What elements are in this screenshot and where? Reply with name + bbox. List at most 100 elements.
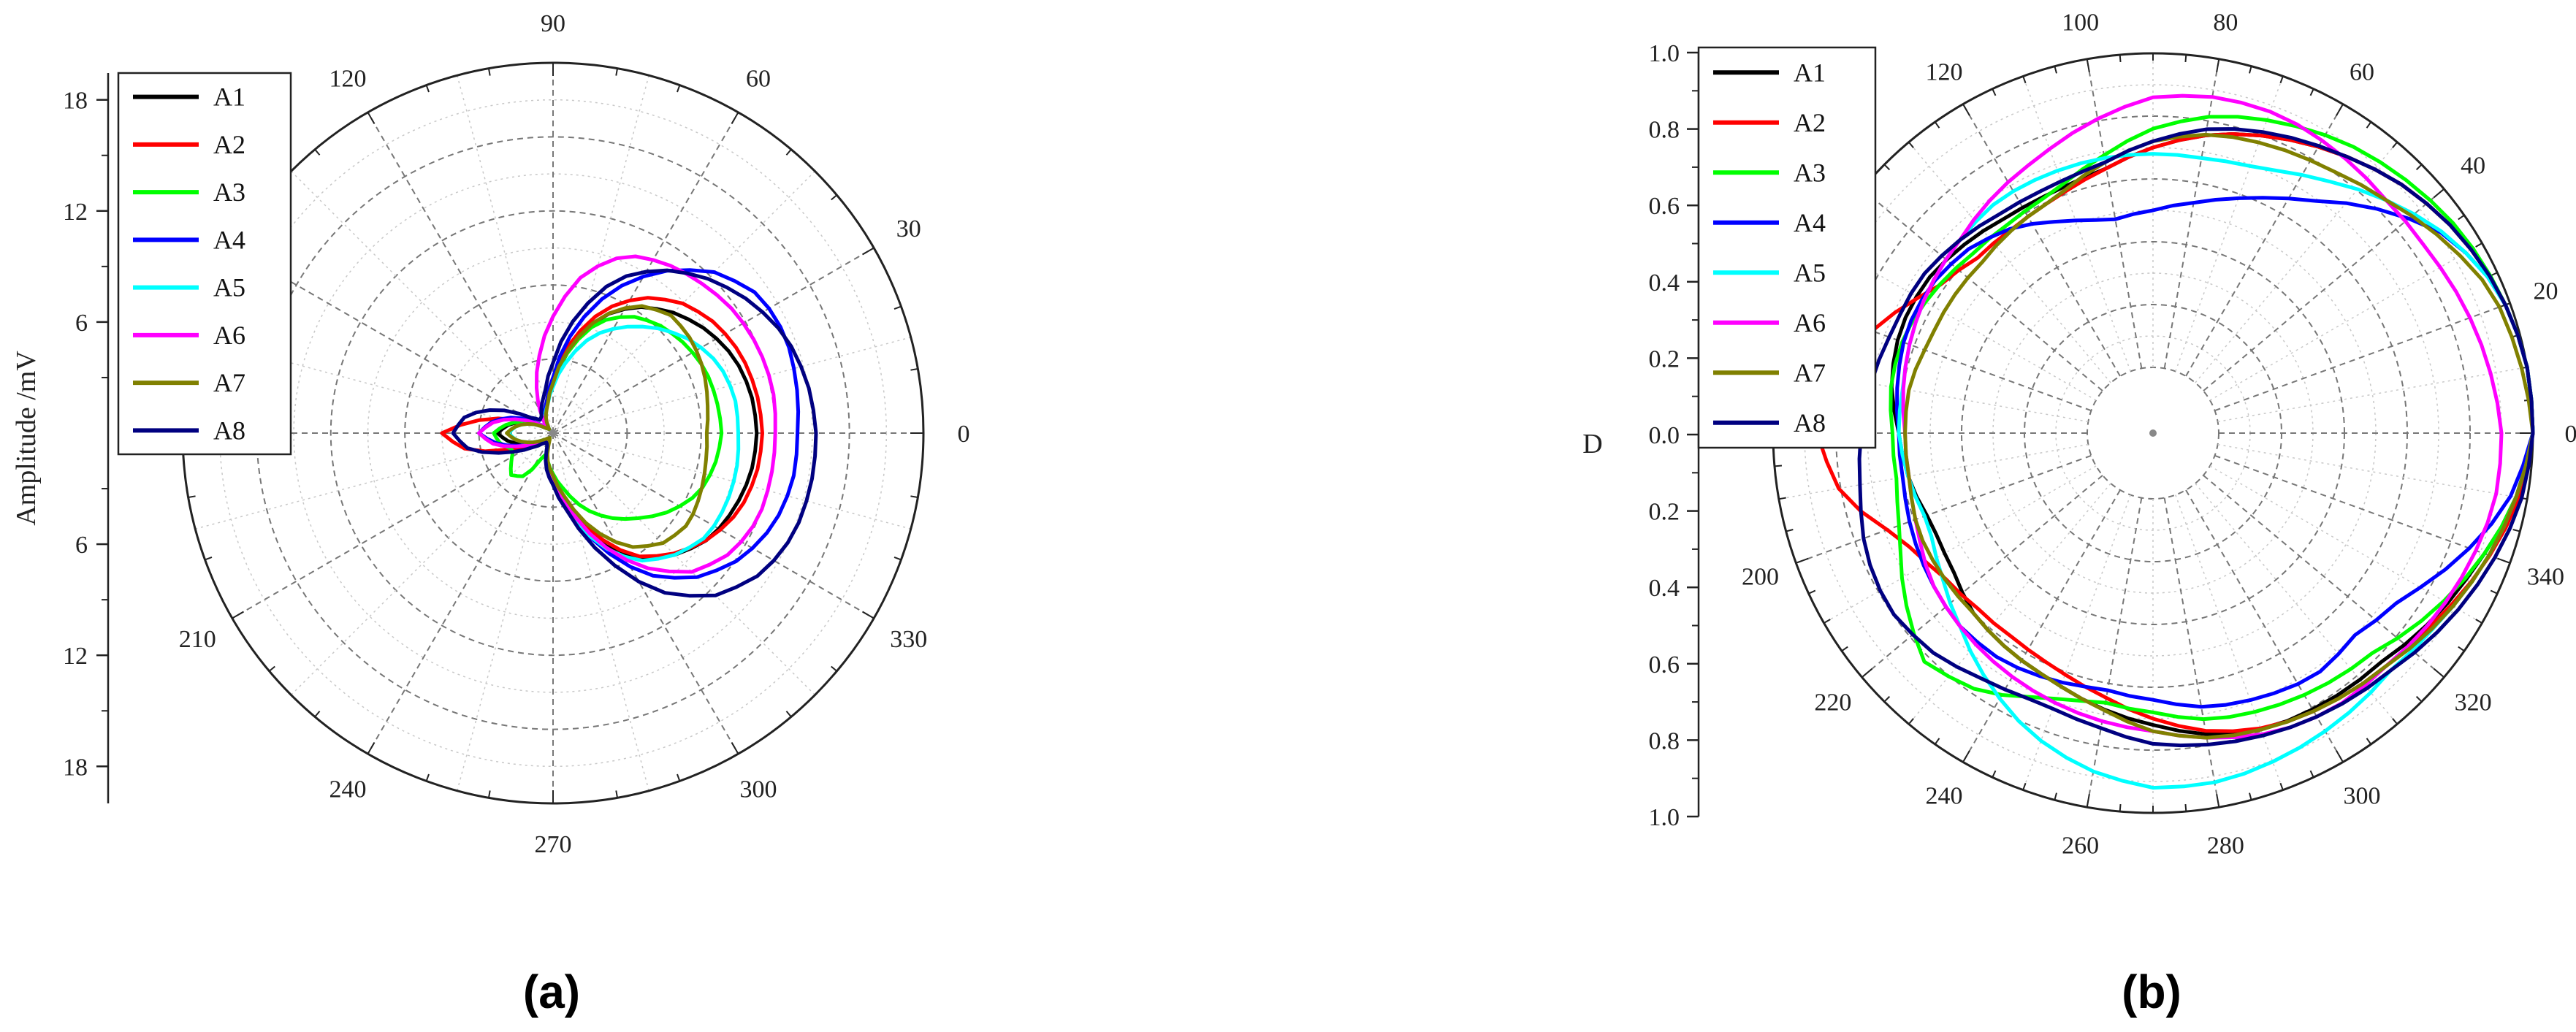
radial-tick-label-lower: 0.2	[1649, 499, 1680, 526]
outer-tick	[2022, 76, 2027, 84]
angle-tick-label: 240	[1926, 782, 1963, 809]
radial-tick-label-lower: 6	[75, 532, 88, 559]
outer-tick	[2458, 646, 2465, 652]
outer-tick	[2392, 142, 2398, 148]
grid-spoke	[1796, 302, 2092, 412]
outer-tick	[2184, 54, 2187, 63]
outer-tick	[2512, 529, 2520, 532]
outer-tick	[910, 367, 918, 371]
legend-label-a3: A3	[213, 177, 245, 207]
grid-spoke	[290, 432, 554, 696]
angle-tick-label: 210	[179, 626, 216, 653]
grid-spoke	[367, 432, 554, 754]
legend-box	[1697, 46, 1877, 449]
outer-tick	[2119, 54, 2122, 63]
radial-tick-label-upper: 0.2	[1649, 345, 1680, 372]
grid-spoke	[552, 247, 874, 434]
outer-tick	[2336, 750, 2344, 762]
grid-spoke	[2086, 497, 2143, 808]
outer-tick	[367, 112, 376, 125]
outer-tick	[831, 665, 838, 672]
grid-spoke	[2203, 475, 2444, 679]
outer-tick	[1774, 465, 1783, 467]
grid-spoke	[2209, 465, 2482, 624]
grid-spoke	[552, 337, 911, 434]
angle-tick-label: 330	[890, 626, 927, 653]
outer-tick	[677, 773, 681, 781]
angle-tick-label: 80	[2213, 9, 2238, 37]
outer-tick	[2022, 782, 2027, 790]
outer-tick	[2415, 695, 2423, 703]
radial-axis-title: Amplitude /mV	[11, 351, 42, 526]
angle-tick-label: 60	[2350, 59, 2374, 86]
outer-tick	[1908, 142, 1914, 148]
outer-tick	[2366, 121, 2372, 129]
angle-tick-label: 120	[1926, 59, 1963, 86]
outer-tick	[1824, 619, 1831, 624]
grid-spoke	[2214, 454, 2510, 564]
outer-tick	[1861, 668, 1873, 679]
angle-tick-label: 200	[1742, 564, 1779, 591]
outer-tick	[1992, 88, 1997, 96]
outer-tick	[785, 711, 792, 718]
grid-spoke	[367, 112, 554, 434]
radial-axis-title: D	[1582, 429, 1602, 459]
radial-tick-label-upper: 0.6	[1649, 193, 1680, 220]
outer-tick	[2433, 188, 2444, 199]
radial-tick-label-upper: 0.0	[1649, 422, 1680, 449]
outer-tick	[1808, 589, 1816, 595]
outer-tick	[910, 495, 918, 499]
legend-label-a1: A1	[213, 83, 245, 112]
radial-tick-label-upper: 18	[63, 88, 88, 115]
series-line-a3	[492, 315, 724, 521]
legend-label-a4: A4	[213, 225, 245, 254]
series-line-a8	[1857, 127, 2535, 748]
grid-spoke	[2185, 104, 2344, 377]
outer-tick	[2119, 803, 2122, 812]
angle-tick-label: 340	[2527, 564, 2564, 591]
outer-tick	[425, 773, 430, 781]
series-line-a7	[505, 304, 710, 549]
series-line-a7	[1903, 132, 2535, 740]
outer-tick	[2216, 58, 2220, 72]
angle-tick-label: 0	[958, 421, 970, 448]
outer-tick	[232, 611, 245, 619]
legend-label-a8: A8	[213, 416, 245, 445]
series-line-a8	[451, 268, 818, 598]
outer-tick	[785, 148, 792, 156]
grid-spoke	[1962, 489, 2121, 762]
radial-tick-label-upper: 12	[63, 199, 88, 226]
outer-tick	[731, 112, 739, 125]
grid-spoke	[1796, 454, 2092, 564]
grid-spoke	[1908, 483, 2111, 725]
radial-tick-label-lower: 18	[63, 754, 88, 781]
grid-spoke	[552, 432, 739, 754]
outer-tick	[314, 711, 321, 718]
outer-tick	[2054, 66, 2057, 74]
grid-spoke	[552, 432, 816, 696]
angle-tick-label: 0	[2565, 421, 2576, 448]
grid-spoke	[1962, 104, 2121, 377]
outer-tick	[893, 305, 902, 310]
outer-tick	[1962, 750, 1970, 762]
outer-tick	[893, 557, 902, 561]
legend-label-a2: A2	[213, 130, 245, 159]
radial-tick-label-upper: 6	[75, 310, 88, 337]
angle-tick-label: 120	[329, 65, 367, 92]
grid-ring	[515, 395, 591, 471]
outer-tick	[268, 665, 275, 672]
radial-tick-label-lower: 0.8	[1649, 727, 1680, 754]
angle-tick-label: 220	[1814, 689, 1851, 716]
radial-tick-label-upper: 0.4	[1649, 270, 1680, 297]
outer-tick	[861, 611, 874, 619]
outer-tick	[2415, 164, 2423, 171]
outer-tick	[1934, 121, 1940, 129]
legend-label-a7: A7	[1794, 358, 1826, 387]
grid-spoke	[2217, 443, 2528, 500]
grid-spoke	[552, 75, 649, 434]
radial-tick-label-upper: 0.8	[1649, 117, 1680, 144]
legend-label-a8: A8	[1794, 408, 1826, 437]
outer-tick	[2433, 668, 2444, 679]
outer-tick	[1934, 738, 1940, 745]
